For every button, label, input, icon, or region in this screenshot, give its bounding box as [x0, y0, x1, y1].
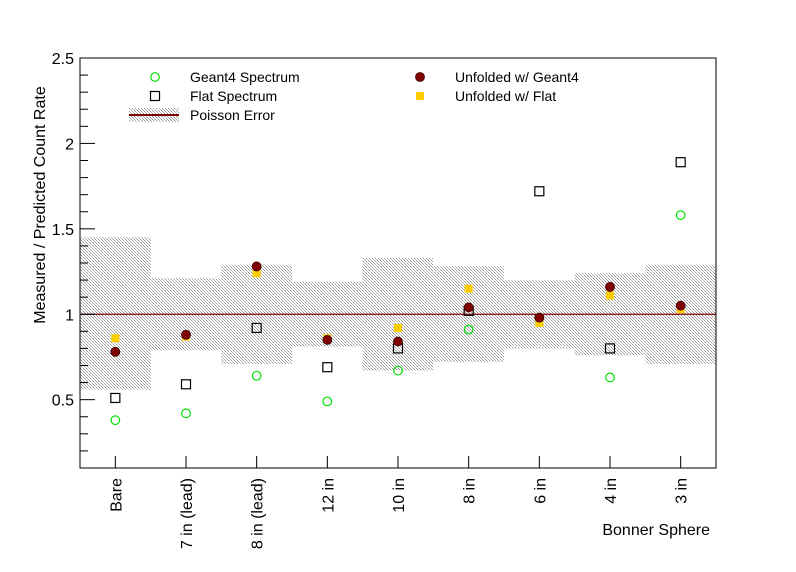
- legend-label: Geant4 Spectrum: [190, 69, 300, 85]
- legend-marker: [149, 90, 161, 102]
- point-unfolded-w-geant4: [605, 282, 615, 292]
- x-tick-label: 10 in: [391, 478, 408, 513]
- y-tick-label: 2.5: [52, 51, 74, 68]
- point-unfolded-w-geant4: [675, 300, 686, 311]
- legend-entry: Flat Spectrum: [149, 88, 277, 104]
- legend-marker: [150, 72, 160, 82]
- point-unfolded-w-geant4: [251, 261, 262, 272]
- data-markers: [110, 157, 686, 426]
- point-flat-spectrum: [534, 186, 545, 197]
- point-unfolded-w-geant4: [534, 312, 545, 323]
- point-geant4-spectrum: [605, 372, 615, 383]
- legend-entry: Geant4 Spectrum: [150, 69, 300, 85]
- point-flat-spectrum: [322, 362, 333, 373]
- legend-entry: Poisson Error: [129, 107, 275, 123]
- y-axis-label: Measured / Predicted Count Rate: [32, 86, 49, 324]
- x-tick-label: 8 in (lead): [250, 478, 267, 549]
- point-flat-spectrum: [110, 392, 121, 404]
- point-geant4-spectrum: [675, 210, 686, 221]
- y-tick-label: 0.5: [52, 393, 74, 410]
- x-tick-label: 3 in: [674, 478, 691, 504]
- x-tick-label: Bare: [108, 478, 125, 512]
- legend: Geant4 Spectrum Flat Spectrum Unfolded w/ …: [129, 69, 579, 123]
- point-geant4-spectrum: [393, 365, 403, 376]
- legend-label: Unfolded w/ Flat: [455, 88, 556, 104]
- point-flat-spectrum: [251, 322, 262, 334]
- point-unfolded-w-geant4: [322, 334, 333, 345]
- point-unfolded-w-flat: [394, 323, 402, 332]
- point-geant4-spectrum: [463, 324, 474, 335]
- point-geant4-spectrum: [110, 415, 121, 426]
- point-unfolded-w-flat: [464, 284, 473, 293]
- point-flat-spectrum: [180, 379, 192, 390]
- point-unfolded-w-geant4: [181, 329, 191, 340]
- point-unfolded-w-flat: [252, 269, 261, 278]
- legend-label: Poisson Error: [190, 107, 275, 123]
- x-tick-label: 7 in (lead): [179, 478, 196, 549]
- x-axis-label: Bonner Sphere: [602, 522, 710, 539]
- legend-entry: Unfolded w/ Geant4: [415, 69, 579, 85]
- point-unfolded-w-geant4: [110, 346, 121, 357]
- point-unfolded-w-flat: [111, 334, 120, 343]
- point-flat-spectrum: [675, 157, 686, 168]
- point-geant4-spectrum: [251, 370, 262, 381]
- point-geant4-spectrum: [322, 396, 333, 407]
- x-tick-label: 8 in: [462, 478, 479, 504]
- x-axis-ticks: Bare 7 in (lead) 8 in (lead) 12 in 10 in 8 in…: [108, 456, 691, 549]
- legend-label: Flat Spectrum: [190, 88, 277, 104]
- legend-marker: [416, 92, 424, 100]
- legend-entry: Unfolded w/ Flat: [416, 88, 556, 104]
- legend-marker: [415, 72, 425, 82]
- x-tick-label: 4 in: [603, 478, 620, 504]
- point-unfolded-w-flat: [606, 291, 614, 300]
- point-unfolded-w-geant4: [393, 336, 403, 347]
- point-geant4-spectrum: [181, 408, 191, 419]
- point-flat-spectrum: [604, 343, 616, 354]
- point-unfolded-w-flat: [535, 318, 544, 327]
- x-tick-label: 12 in: [320, 478, 337, 513]
- point-unfolded-w-geant4: [463, 302, 474, 313]
- legend-label: Unfolded w/ Geant4: [455, 69, 579, 85]
- poisson-band-segment: [80, 237, 151, 390]
- y-axis-ticks: 0.5 1 1.5 2 2.5: [52, 51, 95, 452]
- y-tick-label: 2: [65, 136, 74, 153]
- y-tick-label: 1: [65, 307, 74, 324]
- x-tick-label: 6 in: [532, 478, 549, 504]
- y-tick-label: 1.5: [52, 222, 74, 239]
